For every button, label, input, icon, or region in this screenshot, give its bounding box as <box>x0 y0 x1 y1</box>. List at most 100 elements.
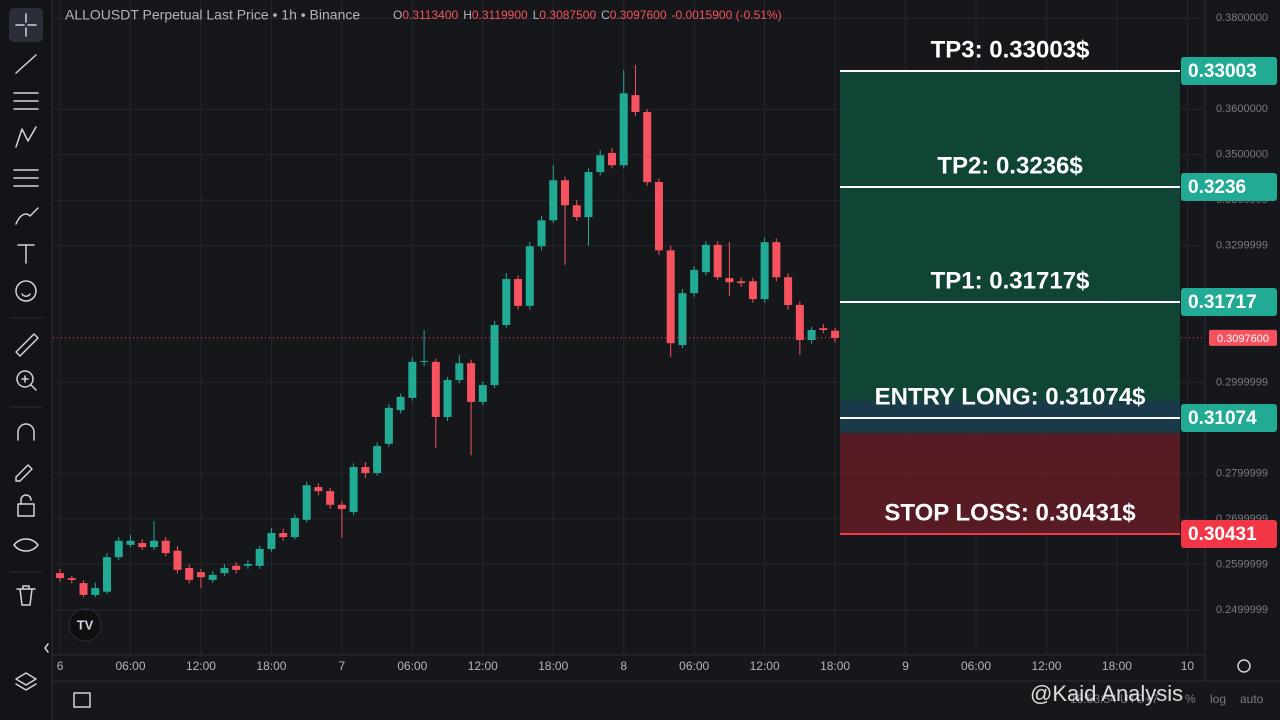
lock-icon[interactable] <box>17 503 35 517</box>
log-toggle[interactable]: log <box>1210 692 1226 706</box>
candle-body <box>561 180 569 206</box>
logo <box>68 608 102 642</box>
emoji-smile <box>21 293 31 297</box>
candle-body <box>831 330 840 338</box>
lock-shackle <box>20 494 32 505</box>
candle-body <box>678 293 687 346</box>
pattern-icon[interactable] <box>15 126 37 148</box>
candle-body <box>455 363 464 381</box>
candle-body <box>290 517 299 538</box>
y-tick-label: 0.2599999 <box>1216 558 1268 570</box>
fib-icon[interactable] <box>13 92 39 110</box>
x-tick-label: 8 <box>620 659 627 673</box>
crosshair-icon[interactable] <box>15 13 37 37</box>
candle-body <box>361 467 370 473</box>
level-badge <box>1181 57 1277 85</box>
level-badge-label: 0.31074 <box>1188 408 1257 429</box>
candle-body <box>79 583 88 595</box>
zoom-icon[interactable] <box>16 370 34 388</box>
level-badge-label: 0.30431 <box>1188 524 1257 545</box>
level-label: ENTRY LONG: 0.31074$ <box>875 383 1146 410</box>
y-tick-label: 0.2799999 <box>1216 467 1268 479</box>
candle-body <box>772 242 781 278</box>
candle-body <box>396 396 405 411</box>
candle-body <box>572 205 581 218</box>
y-tick-label: 0.2499999 <box>1216 604 1268 616</box>
candle-body <box>279 533 288 538</box>
candle-body <box>525 246 534 306</box>
crosshair-button[interactable] <box>9 8 43 42</box>
x-tick-label: 18:00 <box>820 659 850 673</box>
toolbar-bg <box>0 0 52 720</box>
bottom-bar <box>53 681 1280 720</box>
date-range-icon[interactable] <box>73 692 91 708</box>
candle-body <box>267 533 276 549</box>
clock: 18:53:54 UTC+7 <box>1070 692 1159 706</box>
layers-icon[interactable] <box>15 672 37 691</box>
y-tick-label: 0.3600000 <box>1216 103 1268 115</box>
candle-body <box>701 244 710 273</box>
legend-change: -0.0015900 (-0.51%) <box>672 8 782 22</box>
legend-key: C <box>601 8 610 22</box>
auto-toggle[interactable]: auto <box>1240 692 1264 706</box>
candle-body <box>514 279 523 306</box>
percent-toggle[interactable]: % <box>1185 692 1196 706</box>
x-tick-label: 9 <box>902 659 909 673</box>
x-tick-label: 7 <box>339 659 346 673</box>
candle-body <box>314 487 323 492</box>
candle-body <box>631 95 640 112</box>
candle-body <box>584 172 593 218</box>
x-tick-label: 06:00 <box>115 659 145 673</box>
candle-body <box>173 550 182 570</box>
candle-body <box>337 504 346 509</box>
candle-body <box>690 269 699 294</box>
brush-icon[interactable] <box>15 207 39 225</box>
legend-value: 0.3119900 <box>472 8 528 22</box>
candle-body <box>748 281 757 300</box>
candle-body <box>302 485 311 520</box>
trash-icon[interactable] <box>16 585 36 606</box>
magnet-icon[interactable] <box>17 423 35 441</box>
candle-body <box>91 588 100 595</box>
candle-body <box>596 155 605 173</box>
lock-draw-icon[interactable] <box>15 464 33 482</box>
x-tick-label: 06:00 <box>397 659 427 673</box>
candle-body <box>408 361 417 398</box>
trendline-icon[interactable] <box>15 54 37 74</box>
projection-icon[interactable] <box>13 169 39 187</box>
ruler-icon[interactable] <box>15 333 39 357</box>
emoji-icon[interactable] <box>15 280 37 302</box>
candle-body <box>643 111 652 183</box>
candle-body <box>666 250 675 344</box>
profit-zone <box>840 71 1180 401</box>
y-tick-label: 0.3299999 <box>1216 240 1268 252</box>
candle-body <box>607 152 616 166</box>
level-label: TP1: 0.31717$ <box>931 267 1090 294</box>
zoom-icon-detail <box>21 375 37 391</box>
legend-key: L <box>533 8 540 22</box>
eye-icon[interactable] <box>13 538 39 552</box>
candle-body <box>373 446 382 473</box>
logo-text: TV <box>77 617 94 632</box>
x-tick-label: 18:00 <box>1102 659 1132 673</box>
ohlc-legend: O0.3113400 H0.3119900 L0.3087500 C0.3097600… <box>393 8 782 22</box>
candle-body <box>619 93 628 166</box>
candle-body <box>208 574 217 580</box>
legend-value: 0.3097600 <box>610 8 667 22</box>
candle-body <box>149 540 158 548</box>
level-badge <box>1181 173 1277 201</box>
level-label: TP2: 0.3236$ <box>937 152 1083 179</box>
candle-body <box>138 543 147 548</box>
level-badge-label: 0.31717 <box>1188 292 1257 313</box>
settings-icon[interactable] <box>1237 659 1251 673</box>
candle-body <box>807 330 816 341</box>
watermark: @Kaid Analysis <box>1030 681 1183 706</box>
candle-body <box>431 361 440 417</box>
x-tick-label: 6 <box>57 659 64 673</box>
candle-body <box>420 360 429 362</box>
text-icon[interactable] <box>17 244 35 264</box>
collapse-icon[interactable] <box>44 643 49 653</box>
candle-body <box>232 565 241 570</box>
last-price-label: 0.3097600 <box>1217 333 1269 345</box>
